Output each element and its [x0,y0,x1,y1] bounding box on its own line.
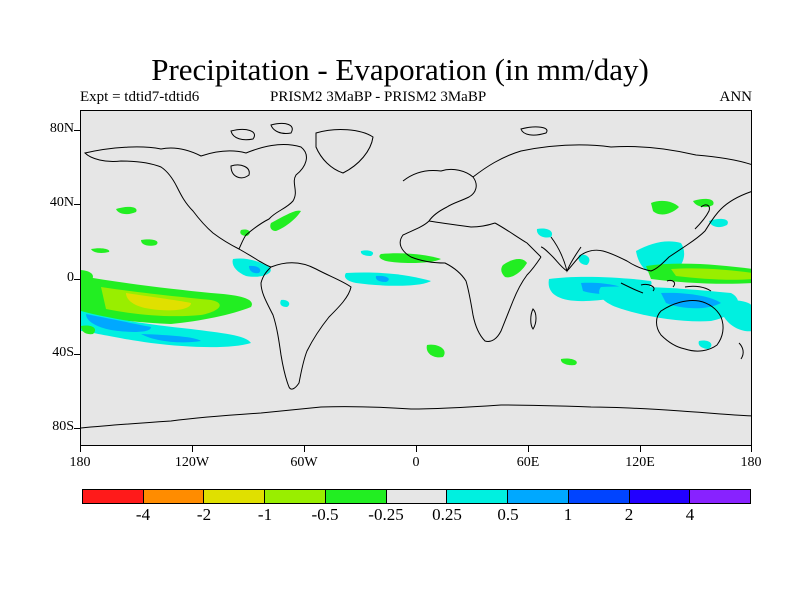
experiment-label: Expt = tdtid7-tdtid6 [80,89,200,105]
greenland [315,129,374,174]
pacific-dry-band [81,311,251,348]
lon-label-60w: 60W [290,455,318,470]
lon-label-180w: 180 [69,455,91,470]
madagascar [530,308,537,330]
colorbar-swatch [204,490,266,503]
colorbar-label: -1 [257,505,273,524]
colorbar [82,489,751,504]
lon-label-60e: 60E [516,455,540,470]
colorbar-swatch [447,490,509,503]
scenario-label: PRISM2 3MaBP - PRISM2 3MaBP [270,89,487,105]
east-pacific-dry-core [249,265,261,274]
nw-pacific-green [651,200,679,215]
mediterranean [428,220,496,228]
colorbar-label: 1 [563,505,573,524]
europe-africa-coast [399,168,542,342]
colorbar-swatch [325,490,387,503]
atlantic-cyan-small [360,250,374,256]
india [550,236,582,273]
colorbar-label: -2 [196,505,212,524]
colorbar-swatch [265,490,326,503]
x-tick [751,446,752,452]
hudson-bay [230,164,250,179]
lat-label-80s: 80S [52,419,74,434]
arabian-cyan [536,228,553,238]
y-tick [74,428,80,429]
lon-label-180e: 180 [740,455,762,470]
colorbar-swatch [83,490,144,503]
north-america-coast [84,144,307,250]
australia-coast [656,300,724,352]
lon-label-0: 0 [412,455,420,470]
maritime-islands [620,280,712,294]
coastlines [81,122,751,429]
map-canvas [81,122,751,429]
y-tick [74,354,80,355]
map-panel [80,110,752,446]
s-pacific-dry-east [721,300,751,332]
colorbar-swatch [629,490,691,503]
pacific-itcz-small [91,248,110,253]
colorbar-swatch [568,490,630,503]
pacific-max-core [126,293,191,311]
colorbar-label: 4 [685,505,695,524]
w-pacific-yellowgreen [671,268,751,280]
x-tick [304,446,305,452]
lon-label-120e: 120E [625,455,655,470]
asia-coast [472,144,751,272]
lon-label-120w: 120W [174,455,210,470]
pacific-south-dry [141,334,201,343]
south-america-cyan [280,299,290,307]
y-tick [74,279,80,280]
n-pacific-green [116,206,137,215]
x-tick [192,446,193,452]
y-tick [74,204,80,205]
australia-east-cyan [698,340,712,349]
pacific-north-green [141,239,158,246]
south-atlantic-green [426,344,445,358]
colorbar-label: 2 [624,505,634,524]
indian-south-green [560,358,577,366]
lat-label-80n: 80N [49,121,74,136]
east-africa-green [501,259,527,278]
new-zealand [738,342,744,360]
lat-label-40n: 40N [49,195,74,210]
south-america-coast [260,262,352,390]
arabia [494,222,542,258]
nw-pacific-green-2 [693,198,714,208]
atlantic-green [270,210,301,231]
lat-label-40s: 40S [52,345,74,360]
kuroshio-cyan [709,218,728,228]
x-tick [416,446,417,452]
anomaly-fields [81,198,751,366]
pacific-dry-core [86,314,151,332]
x-tick [80,446,81,452]
colorbar-label: -4 [135,505,151,524]
map-title: Precipitation - Evaporation (in mm/day) [151,52,649,87]
atlantic-north-green [379,253,441,264]
colorbar-label: -0.5 [311,505,339,524]
season-label: ANN [719,89,753,105]
x-tick [528,446,529,452]
colorbar-swatch [143,490,205,503]
lat-label-0: 0 [67,270,74,285]
antarctica-coast [81,404,751,429]
colorbar-swatch [386,490,448,503]
colorbar-label: 0.5 [497,505,519,524]
x-tick [640,446,641,452]
central-america [238,248,272,268]
pacific-itcz-green [81,270,93,282]
colorbar-swatch [690,490,751,503]
colorbar-label: 0.25 [432,505,462,524]
y-tick [74,130,80,131]
atlantic-dry-core [375,275,389,282]
arctic-islands [230,122,548,141]
colorbar-swatch [508,490,569,503]
bay-bengal-cyan [578,254,590,265]
japan [694,204,710,230]
colorbar-label: -0.25 [368,505,404,524]
pacific-south-green-small [81,325,96,335]
